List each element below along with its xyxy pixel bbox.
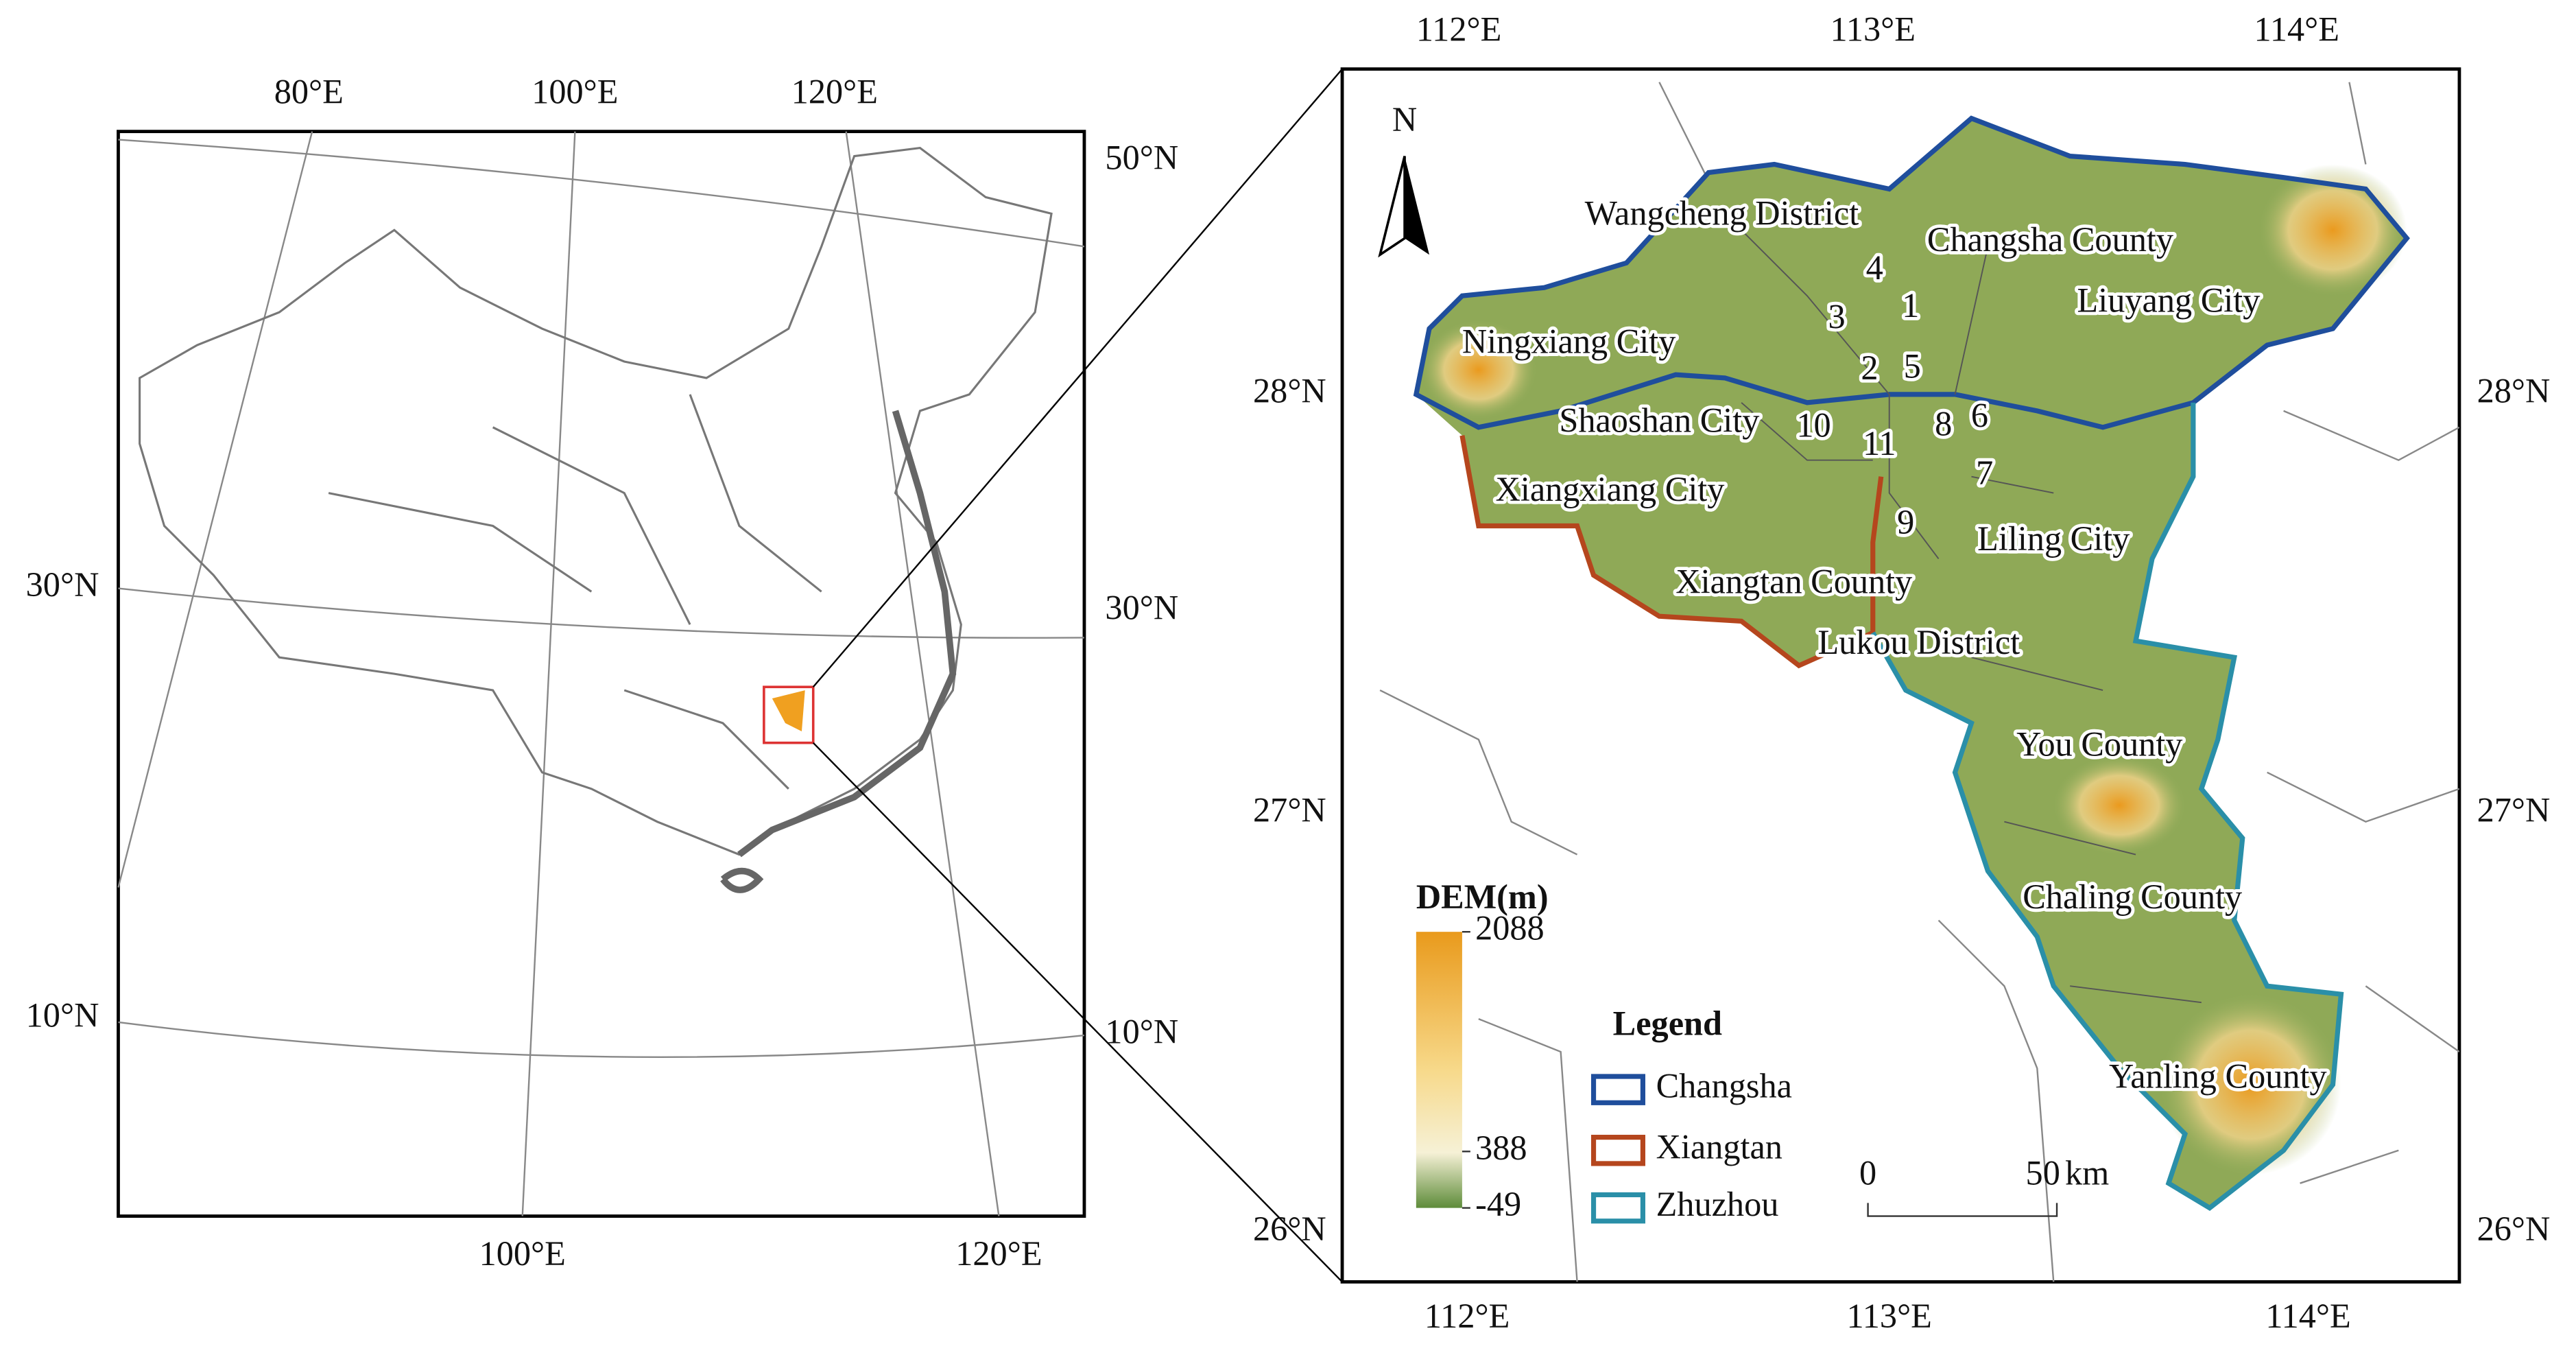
legend-title: Legend (1613, 1004, 1722, 1043)
lon-label: 100°E (532, 72, 618, 110)
district-number: 5 (1904, 347, 1921, 386)
legend-item: Xiangtan (1656, 1127, 1782, 1166)
lat-label: 26°N (1253, 1210, 1326, 1248)
lat-label: 50°N (1105, 138, 1178, 176)
lat-label: 28°N (1253, 371, 1326, 410)
district-number: 7 (1976, 453, 1993, 492)
lat-label: 10°N (1105, 1013, 1178, 1051)
lon-label: 114°E (2265, 1297, 2350, 1335)
study-area (1416, 118, 2407, 1208)
lat-label: 28°N (2477, 371, 2551, 410)
scale-unit: km (2065, 1154, 2109, 1192)
highland (2160, 994, 2341, 1175)
lon-label: 112°E (1424, 1297, 1510, 1335)
place-name: Liling City (1977, 519, 2130, 558)
connector (812, 68, 1343, 688)
lon-label: 114°E (2254, 10, 2339, 48)
county-boundaries (1741, 229, 2202, 1004)
connector (812, 742, 1343, 1283)
place-name: Xiangxiang City (1496, 470, 1725, 508)
lon-label: 113°E (1847, 1297, 1932, 1335)
legend-swatch (1590, 1135, 1646, 1166)
place-name: Changsha County (1927, 220, 2173, 259)
dem-label: 2088 (1475, 909, 1545, 947)
lon-label: 112°E (1416, 10, 1501, 48)
district-number: 2 (1861, 349, 1878, 387)
scale-bar (1867, 1203, 2058, 1217)
scale-start: 0 (1859, 1154, 1876, 1192)
north-label: N (1392, 100, 1417, 139)
dem-colorbar (1416, 932, 1462, 1208)
study-area-inset (772, 690, 805, 731)
legend-swatch (1590, 1192, 1646, 1224)
left-frame (117, 130, 1086, 1218)
legend-item: Zhuzhou (1656, 1185, 1779, 1223)
district-number: 1 (1902, 286, 1919, 325)
lat-label: 26°N (2477, 1210, 2551, 1248)
dem-title: DEM(m) (1416, 877, 1549, 916)
place-name: Yanling County (2109, 1057, 2327, 1095)
lat-label: 30°N (1105, 589, 1178, 627)
lon-label: 120°E (791, 72, 878, 110)
district-number: 6 (1971, 396, 1988, 434)
district-number: 9 (1897, 503, 1914, 541)
place-name: Shaoshan City (1559, 401, 1759, 440)
legend-item: Changsha (1656, 1067, 1792, 1105)
lon-label: 100°E (479, 1234, 566, 1273)
place-name: Xiangtan County (1675, 562, 1912, 600)
lat-label: 27°N (2477, 790, 2551, 829)
legend-swatch (1590, 1074, 1646, 1105)
lat-label: 10°N (26, 996, 99, 1035)
district-number: 8 (1935, 404, 1952, 443)
district-number: 4 (1866, 248, 1883, 287)
dem-label: -49 (1475, 1185, 1521, 1223)
lon-label: 113°E (1830, 10, 1916, 48)
changsha-boundary (1413, 115, 2410, 430)
scale-end: 50 (2026, 1154, 2060, 1192)
place-name: Chaling County (2023, 877, 2242, 916)
inset-box (763, 685, 815, 744)
district-number: 11 (1863, 424, 1896, 462)
district-number: 10 (1796, 406, 1830, 445)
district-number: 3 (1828, 298, 1845, 336)
place-name: Wangcheng District (1585, 194, 1859, 233)
highland (2053, 755, 2185, 855)
lon-label: 80°E (274, 72, 344, 110)
zhuzhou-boundary (1870, 402, 2344, 1211)
lon-label: 120°E (955, 1234, 1042, 1273)
graticule (117, 131, 1085, 1216)
xiangtan-boundary (1459, 435, 1884, 669)
place-name: You County (2016, 724, 2182, 763)
place-name: Liuyang City (2077, 281, 2261, 320)
lat-label: 27°N (1253, 790, 1326, 829)
place-name: Ningxiang City (1462, 322, 1676, 361)
neighbor-boundaries (1379, 82, 2459, 1282)
coastline (720, 410, 957, 893)
highland (1421, 320, 1536, 419)
lat-label: 30°N (26, 565, 99, 604)
dem-label: 388 (1475, 1129, 1527, 1167)
place-name: Lukou District (1817, 623, 2020, 661)
